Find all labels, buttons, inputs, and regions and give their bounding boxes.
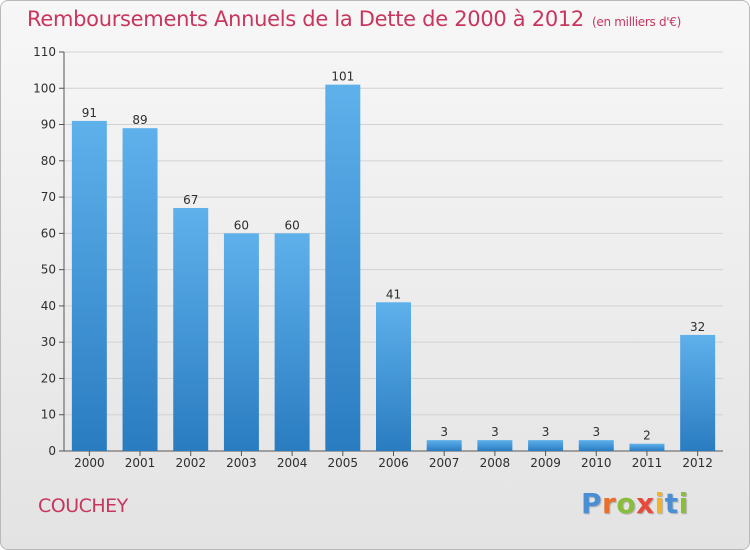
data-label: 32: [690, 320, 705, 334]
brand-letter: i: [654, 487, 665, 520]
y-tick-label: 70: [41, 190, 56, 204]
data-label: 60: [284, 218, 299, 232]
x-tick-label: 2008: [480, 456, 511, 470]
bar: [223, 233, 259, 451]
y-tick-label: 30: [41, 335, 56, 349]
title-unit: (en milliers d'€): [592, 15, 682, 29]
data-label: 91: [82, 106, 97, 120]
bar: [477, 440, 513, 451]
x-tick-label: 2006: [378, 456, 409, 470]
x-tick-label: 2010: [581, 456, 612, 470]
bar: [680, 334, 716, 451]
bar: [376, 302, 411, 451]
data-label: 3: [491, 425, 499, 439]
bar: [426, 440, 462, 451]
x-tick-label: 2007: [429, 456, 460, 470]
y-tick-label: 0: [48, 444, 56, 458]
y-tick-label: 110: [33, 45, 56, 59]
x-tick-label: 2009: [530, 456, 561, 470]
bar: [173, 207, 209, 451]
y-tick-label: 100: [33, 81, 56, 95]
commune-name: COUCHEY: [38, 495, 128, 517]
y-tick-label: 60: [41, 226, 56, 240]
bar: [578, 440, 614, 451]
y-tick-label: 10: [41, 408, 56, 422]
proxiti-logo: Proxiti: [581, 487, 689, 520]
y-tick-label: 90: [41, 118, 56, 132]
data-label: 3: [542, 425, 550, 439]
x-tick-label: 2005: [328, 456, 359, 470]
brand-letter: r: [602, 487, 617, 520]
x-tick-label: 2004: [277, 456, 308, 470]
chart-title: Remboursements Annuels de la Dette de 20…: [27, 7, 681, 31]
data-label: 60: [234, 218, 249, 232]
x-tick-label: 2001: [125, 456, 156, 470]
bar: [122, 128, 158, 451]
x-tick-label: 2012: [682, 456, 713, 470]
x-tick-label: 2011: [632, 456, 663, 470]
brand-letter: o: [616, 487, 637, 520]
bar: [528, 440, 564, 451]
bar: [629, 443, 665, 451]
x-tick-label: 2003: [226, 456, 257, 470]
data-label: 89: [132, 113, 147, 127]
x-tick-label: 2002: [175, 456, 206, 470]
y-tick-label: 40: [41, 299, 56, 313]
bar: [274, 233, 310, 451]
bars: [71, 84, 716, 452]
bar: [71, 120, 107, 451]
y-tick-label: 20: [41, 371, 56, 385]
data-label: 67: [183, 193, 198, 207]
title-text: Remboursements Annuels de la Dette de 20…: [27, 7, 584, 31]
y-tick-label: 80: [41, 154, 56, 168]
y-tick-label: 50: [41, 263, 56, 277]
brand-letter: t: [664, 487, 679, 520]
data-label: 41: [386, 287, 401, 301]
data-label: 2: [643, 429, 651, 443]
axes: 0 10 20 30 40 50 60 70 80 90 100 110 2000 2001 2002 200…: [33, 45, 723, 470]
brand-letter: x: [636, 487, 655, 520]
bar: [325, 84, 361, 452]
brand-letter: P: [581, 487, 603, 520]
data-label: 101: [331, 70, 354, 84]
x-tick-label: 2000: [74, 456, 105, 470]
data-label: 3: [440, 425, 448, 439]
brand-letter: i: [678, 487, 689, 520]
data-label: 3: [592, 425, 600, 439]
